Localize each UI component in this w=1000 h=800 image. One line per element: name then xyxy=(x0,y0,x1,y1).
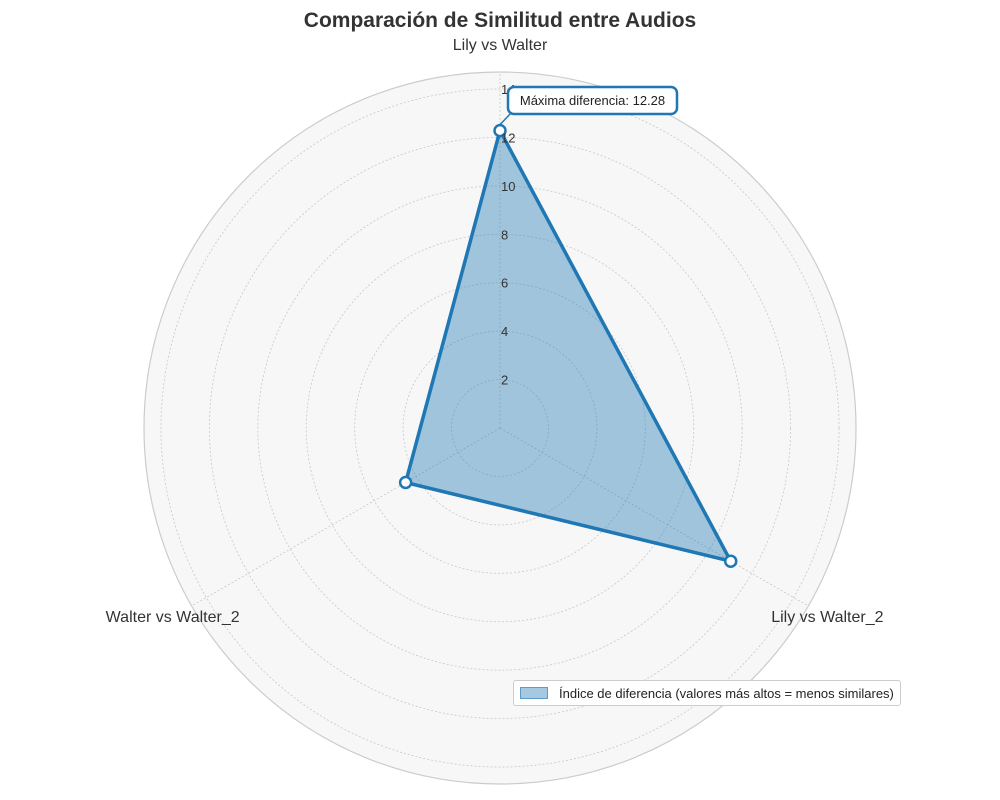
radial-tick-label: 2 xyxy=(501,373,508,388)
grid-circle xyxy=(257,185,743,671)
series-layer xyxy=(398,123,738,568)
grid-circle xyxy=(402,330,598,526)
grid-circle xyxy=(451,379,549,477)
radial-tick-label: 4 xyxy=(501,324,508,339)
category-label: Walter vs Walter_2 xyxy=(106,609,240,626)
category-label: Lily vs Walter xyxy=(453,37,548,54)
data-point xyxy=(493,123,507,138)
legend-label: Índice de diferencia (valores más altos … xyxy=(559,685,894,701)
category-labels: Lily vs Walter Lily vs Walter_2 Walter vs … xyxy=(106,37,884,626)
radial-tick-label: 6 xyxy=(501,276,508,291)
grid-circle xyxy=(160,88,840,768)
annotation-arrow xyxy=(499,111,513,126)
annotation: Máxima diferencia: 12.28 xyxy=(499,85,679,126)
grid-spoke xyxy=(499,427,809,607)
grid-spoke xyxy=(191,427,501,607)
data-point xyxy=(723,554,738,568)
radial-tick-label: 10 xyxy=(501,179,515,194)
grid-circle xyxy=(208,136,792,720)
legend-swatch xyxy=(520,687,548,699)
radial-tick-label: 12 xyxy=(501,130,515,145)
chart-title: Comparación de Similitud entre Audios xyxy=(303,9,697,32)
legend: Índice de diferencia (valores más altos … xyxy=(513,680,901,706)
category-label: Lily vs Walter_2 xyxy=(771,609,883,626)
series-polygon xyxy=(403,128,733,563)
annotation-box xyxy=(506,85,679,116)
radial-tick-label: 8 xyxy=(501,227,508,242)
annotation-text: Máxima diferencia: 12.28 xyxy=(520,93,665,108)
data-point xyxy=(398,475,413,490)
